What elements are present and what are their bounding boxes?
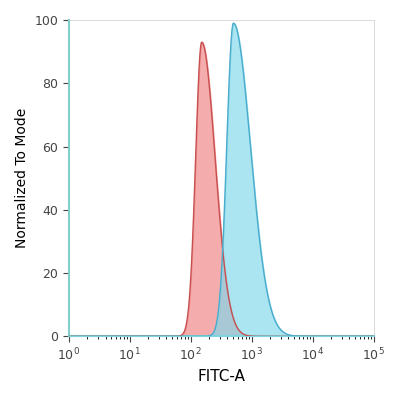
X-axis label: FITC-A: FITC-A: [197, 369, 245, 384]
Y-axis label: Normalized To Mode: Normalized To Mode: [15, 108, 29, 248]
